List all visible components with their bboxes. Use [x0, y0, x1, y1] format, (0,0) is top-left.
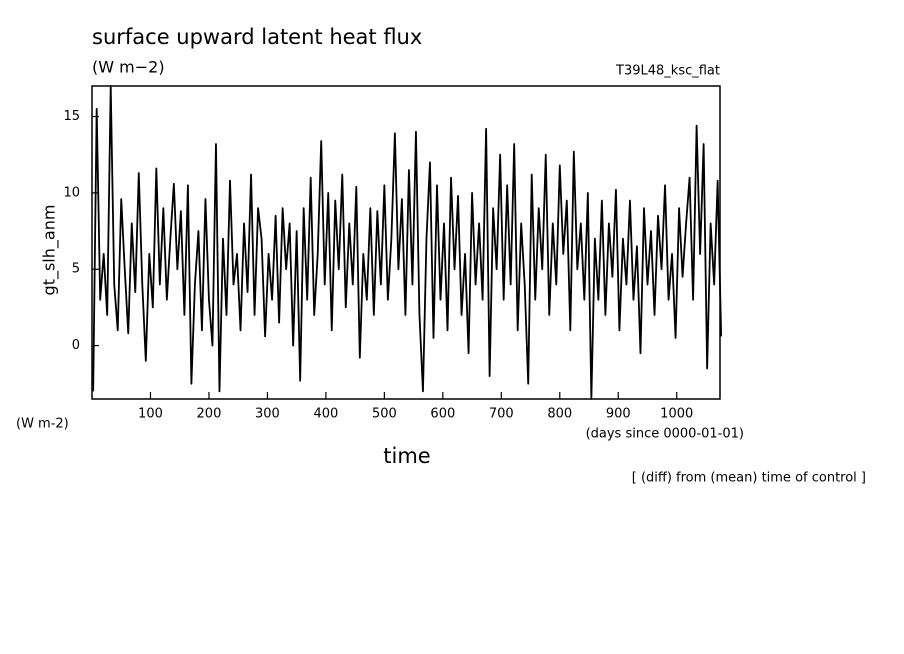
run-label: T39L48_ksc_flat [615, 64, 720, 79]
x-tick-label: 600 [430, 407, 455, 422]
x-units: (days since 0000-01-01) [586, 427, 744, 442]
x-axis-label: time [383, 444, 430, 468]
x-tick-label: 500 [372, 407, 397, 422]
y-tick-label: 5 [72, 262, 80, 277]
chart-title: surface upward latent heat flux [92, 25, 422, 49]
x-tick-label: 1000 [660, 407, 693, 422]
x-tick-label: 400 [313, 407, 338, 422]
note: [ (diff) from (mean) time of control ] [632, 471, 866, 486]
x-tick-label: 800 [547, 407, 572, 422]
y-tick-label: 0 [72, 338, 80, 353]
data-line [92, 85, 723, 400]
x-tick-label: 300 [255, 407, 280, 422]
y-tick-label: 10 [63, 185, 80, 200]
x-tick-label: 700 [489, 407, 514, 422]
subtitle: (W m−2) [92, 58, 165, 77]
x-tick-label: 100 [138, 407, 163, 422]
y-axis-label: gt_slh_anm [40, 205, 60, 296]
y-tick-label: 15 [63, 109, 80, 124]
y-units: (W m-2) [16, 417, 69, 432]
x-tick-label: 900 [606, 407, 631, 422]
x-tick-label: 200 [197, 407, 222, 422]
plot-frame [91, 85, 721, 400]
